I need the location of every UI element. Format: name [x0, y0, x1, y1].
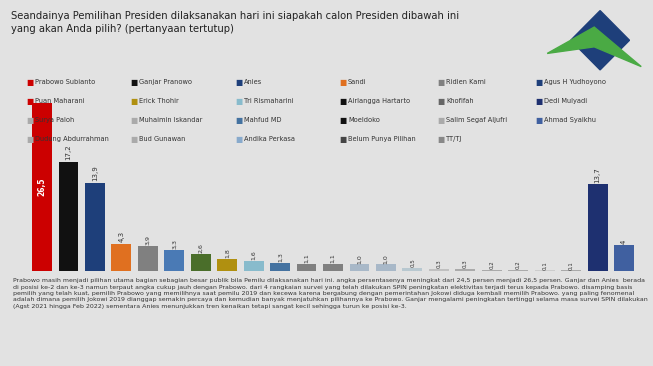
- Text: Prabowo masih menjadi pilihan utama bagian sebagian besar publik bila Pemilu dil: Prabowo masih menjadi pilihan utama bagi…: [13, 278, 648, 309]
- Text: 1,1: 1,1: [304, 253, 309, 263]
- Text: 1,0: 1,0: [383, 254, 389, 264]
- Bar: [191, 254, 211, 271]
- Text: 0,2: 0,2: [516, 260, 520, 269]
- Bar: [482, 270, 502, 271]
- Text: 1,8: 1,8: [225, 249, 230, 258]
- Text: Agus H Yudhoyono: Agus H Yudhoyono: [544, 79, 606, 85]
- Text: Salim Segaf Aljufri: Salim Segaf Aljufri: [446, 117, 507, 123]
- Bar: [112, 243, 131, 271]
- Text: ■: ■: [235, 78, 242, 87]
- Text: ■: ■: [438, 97, 445, 106]
- Text: 1,0: 1,0: [357, 254, 362, 264]
- Text: ■: ■: [235, 135, 242, 144]
- Bar: [59, 162, 78, 271]
- Text: Sandi: Sandi: [348, 79, 367, 85]
- Bar: [32, 103, 52, 271]
- Text: ■: ■: [340, 135, 347, 144]
- Text: 0,2: 0,2: [489, 260, 494, 269]
- Text: Moeldoko: Moeldoko: [348, 117, 380, 123]
- Text: Ganjar Pranowo: Ganjar Pranowo: [139, 79, 192, 85]
- Text: Khofifah: Khofifah: [446, 98, 473, 104]
- Bar: [270, 262, 290, 271]
- Text: ■: ■: [131, 135, 138, 144]
- Text: Mahfud MD: Mahfud MD: [244, 117, 281, 123]
- Bar: [455, 269, 475, 271]
- Text: ■: ■: [235, 97, 242, 106]
- Bar: [217, 259, 237, 271]
- Text: Dedi Mulyadi: Dedi Mulyadi: [544, 98, 587, 104]
- Text: Surya Paloh: Surya Paloh: [35, 117, 74, 123]
- Text: 13,9: 13,9: [92, 166, 98, 182]
- Bar: [349, 265, 370, 271]
- Text: ■: ■: [235, 116, 242, 125]
- Text: ■: ■: [438, 116, 445, 125]
- Text: Erick Thohir: Erick Thohir: [139, 98, 179, 104]
- Text: Andika Perkasa: Andika Perkasa: [244, 137, 295, 142]
- Text: Bud Gunawan: Bud Gunawan: [139, 137, 185, 142]
- Text: Belum Punya Pilihan: Belum Punya Pilihan: [348, 137, 416, 142]
- Bar: [85, 183, 105, 271]
- Text: 4: 4: [621, 240, 627, 244]
- Polygon shape: [571, 11, 629, 70]
- Text: Airlangga Hartarto: Airlangga Hartarto: [348, 98, 410, 104]
- Text: 1,6: 1,6: [251, 250, 256, 260]
- Text: 1,1: 1,1: [330, 253, 336, 263]
- Bar: [588, 184, 607, 271]
- Text: Muhaimin Iskandar: Muhaimin Iskandar: [139, 117, 202, 123]
- Text: 1,3: 1,3: [278, 252, 283, 262]
- Bar: [376, 265, 396, 271]
- Text: 0,1: 0,1: [569, 261, 573, 270]
- Bar: [614, 246, 634, 271]
- Text: 3,3: 3,3: [172, 239, 177, 249]
- Text: 0,1: 0,1: [542, 261, 547, 270]
- Text: Dudung Abdurrahman: Dudung Abdurrahman: [35, 137, 108, 142]
- Text: 0,3: 0,3: [463, 259, 468, 268]
- Text: 2,6: 2,6: [199, 243, 203, 253]
- Text: ■: ■: [26, 116, 33, 125]
- Text: ■: ■: [438, 135, 445, 144]
- Text: ■: ■: [340, 97, 347, 106]
- Text: ■: ■: [535, 116, 543, 125]
- Text: Prabowo Subianto: Prabowo Subianto: [35, 79, 95, 85]
- Text: Anies: Anies: [244, 79, 262, 85]
- Text: 13,7: 13,7: [595, 167, 601, 183]
- Polygon shape: [547, 27, 641, 67]
- Bar: [561, 270, 581, 271]
- Bar: [402, 268, 422, 271]
- Text: Puan Maharani: Puan Maharani: [35, 98, 84, 104]
- Text: 17,2: 17,2: [65, 145, 71, 160]
- Bar: [508, 270, 528, 271]
- Text: ■: ■: [26, 78, 33, 87]
- Text: ■: ■: [535, 97, 543, 106]
- Bar: [323, 264, 343, 271]
- Text: ■: ■: [340, 78, 347, 87]
- Text: Seandainya Pemilihan Presiden dilaksanakan hari ini siapakah calon Presiden diba: Seandainya Pemilihan Presiden dilaksanak…: [10, 11, 459, 34]
- Text: ■: ■: [26, 97, 33, 106]
- Text: 26,5: 26,5: [37, 178, 46, 196]
- Bar: [429, 269, 449, 271]
- Text: ■: ■: [131, 78, 138, 87]
- Bar: [535, 270, 554, 271]
- Bar: [165, 250, 184, 271]
- Text: ■: ■: [535, 78, 543, 87]
- Text: Tri Rismaharini: Tri Rismaharini: [244, 98, 293, 104]
- Text: 0,3: 0,3: [436, 259, 441, 268]
- Bar: [244, 261, 264, 271]
- Text: 4,3: 4,3: [118, 231, 124, 242]
- Text: TT/TJ: TT/TJ: [446, 137, 462, 142]
- Text: ■: ■: [131, 116, 138, 125]
- Bar: [138, 246, 158, 271]
- Text: 0,5: 0,5: [410, 258, 415, 267]
- Text: Ridien Kami: Ridien Kami: [446, 79, 486, 85]
- Text: ■: ■: [131, 97, 138, 106]
- Text: 3,9: 3,9: [146, 235, 150, 245]
- Text: ■: ■: [340, 116, 347, 125]
- Bar: [296, 264, 317, 271]
- Text: ■: ■: [26, 135, 33, 144]
- Text: Ahmad Syaikhu: Ahmad Syaikhu: [544, 117, 596, 123]
- Text: ■: ■: [438, 78, 445, 87]
